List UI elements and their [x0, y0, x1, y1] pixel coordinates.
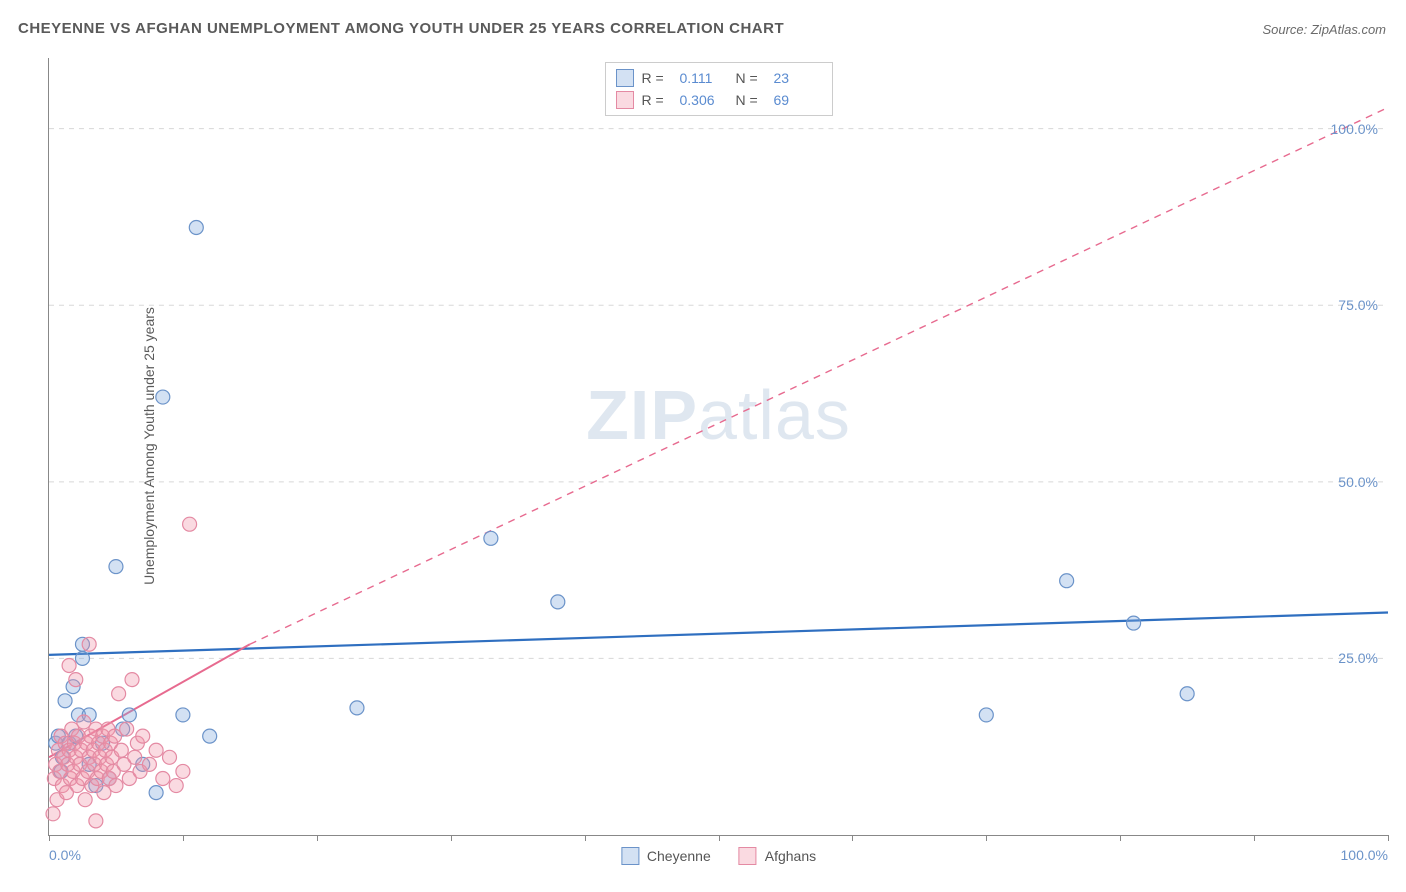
n-label: N = — [736, 70, 766, 86]
r-label: R = — [642, 92, 672, 108]
correlation-legend-row: R = 0.306 N = 69 — [616, 89, 822, 111]
x-tick — [451, 835, 452, 841]
x-tick — [49, 835, 50, 841]
y-tick-label: 50.0% — [1338, 474, 1378, 490]
n-value: 23 — [774, 70, 822, 86]
series-legend-item: Afghans — [739, 847, 816, 865]
n-label: N = — [736, 92, 766, 108]
chart-title: CHEYENNE VS AFGHAN UNEMPLOYMENT AMONG YO… — [18, 20, 784, 37]
x-tick — [317, 835, 318, 841]
series-legend-item: Cheyenne — [621, 847, 711, 865]
y-tick-label: 75.0% — [1338, 297, 1378, 313]
correlation-legend-row: R = 0.111 N = 23 — [616, 67, 822, 89]
x-axis-min-label: 0.0% — [49, 847, 81, 863]
x-axis-max-label: 100.0% — [1341, 847, 1388, 863]
source-attribution: Source: ZipAtlas.com — [1262, 22, 1386, 37]
x-tick — [986, 835, 987, 841]
y-tick-label: 100.0% — [1331, 121, 1378, 137]
x-tick — [183, 835, 184, 841]
x-tick — [852, 835, 853, 841]
x-tick — [1254, 835, 1255, 841]
correlation-legend: R = 0.111 N = 23 R = 0.306 N = 69 — [605, 62, 833, 116]
x-tick — [1120, 835, 1121, 841]
r-value: 0.306 — [680, 92, 728, 108]
chart-svg — [49, 58, 1388, 835]
series-legend: Cheyenne Afghans — [621, 847, 816, 865]
legend-swatch — [739, 847, 757, 865]
plot-area: ZIPatlas 25.0%50.0%75.0%100.0% 0.0% 100.… — [48, 58, 1388, 836]
x-tick — [585, 835, 586, 841]
legend-swatch — [616, 69, 634, 87]
y-tick-label: 25.0% — [1338, 650, 1378, 666]
r-value: 0.111 — [680, 70, 728, 86]
legend-swatch — [616, 91, 634, 109]
n-value: 69 — [774, 92, 822, 108]
series-legend-label: Afghans — [765, 848, 816, 864]
legend-swatch — [621, 847, 639, 865]
r-label: R = — [642, 70, 672, 86]
x-tick — [719, 835, 720, 841]
x-tick — [1388, 835, 1389, 841]
series-legend-label: Cheyenne — [647, 848, 711, 864]
